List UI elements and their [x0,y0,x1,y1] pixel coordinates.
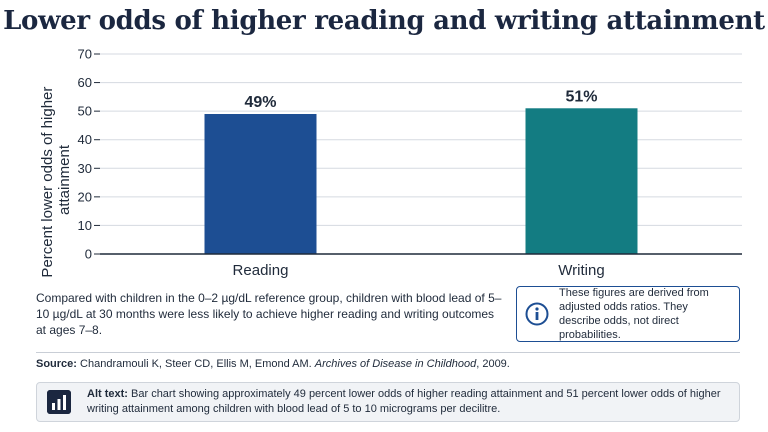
source-citation: Source: Chandramouli K, Steer CD, Ellis … [36,358,510,370]
category-label-writing: Writing [558,262,604,279]
category-label-reading: Reading [233,262,289,279]
chart-description: Compared with children in the 0–2 µg/dL … [36,291,502,337]
data-labels: 49% 51% [244,88,597,111]
alt-text: Alt text: Bar chart showing approximatel… [87,387,729,417]
source-year: , 2009. [476,358,510,370]
y-tick-label: 20 [78,189,92,204]
bar-reading [204,114,317,254]
data-label-reading: 49% [244,94,276,111]
alt-text-body: Bar chart showing approximately 49 perce… [87,388,721,415]
source-journal: Archives of Disease in Childhood [314,358,477,370]
y-axis-label-line-2: attainment [56,144,73,215]
y-axis-ticks: 0 10 20 30 40 50 60 70 [78,47,100,262]
source-label: Source: [36,358,77,370]
y-tick-label: 10 [78,218,92,233]
data-label-writing: 51% [565,88,597,105]
bar-chart-icon [47,390,71,414]
bar-chart: 0 10 20 30 40 50 60 70 49% 51% Reading Writing Pe… [39,47,742,279]
bars [204,108,638,255]
y-axis-label-line-1: Percent lower odds of higher [39,87,56,278]
category-labels: Reading Writing [233,262,605,279]
note-text: These figures are derived from adjusted … [559,287,709,341]
bar-writing [525,108,638,255]
y-tick-label: 70 [78,47,92,62]
info-icon [525,302,549,326]
y-tick-label: 40 [78,132,92,147]
y-axis-label: Percent lower odds of higher attainment [39,82,73,277]
divider [36,352,740,353]
alt-text-box: Alt text: Bar chart showing approximatel… [36,382,740,422]
source-authors: Chandramouli K, Steer CD, Ellis M, Emond… [80,358,312,370]
y-tick-label: 50 [78,104,92,119]
y-tick-label: 60 [78,75,92,90]
y-tick-label: 0 [85,247,92,262]
alt-text-label: Alt text: [87,388,128,400]
note-box: These figures are derived from adjusted … [516,286,740,342]
y-tick-label: 30 [78,161,92,176]
gridlines [100,53,742,226]
chart-title: Lower odds of higher reading and writing… [3,6,765,36]
